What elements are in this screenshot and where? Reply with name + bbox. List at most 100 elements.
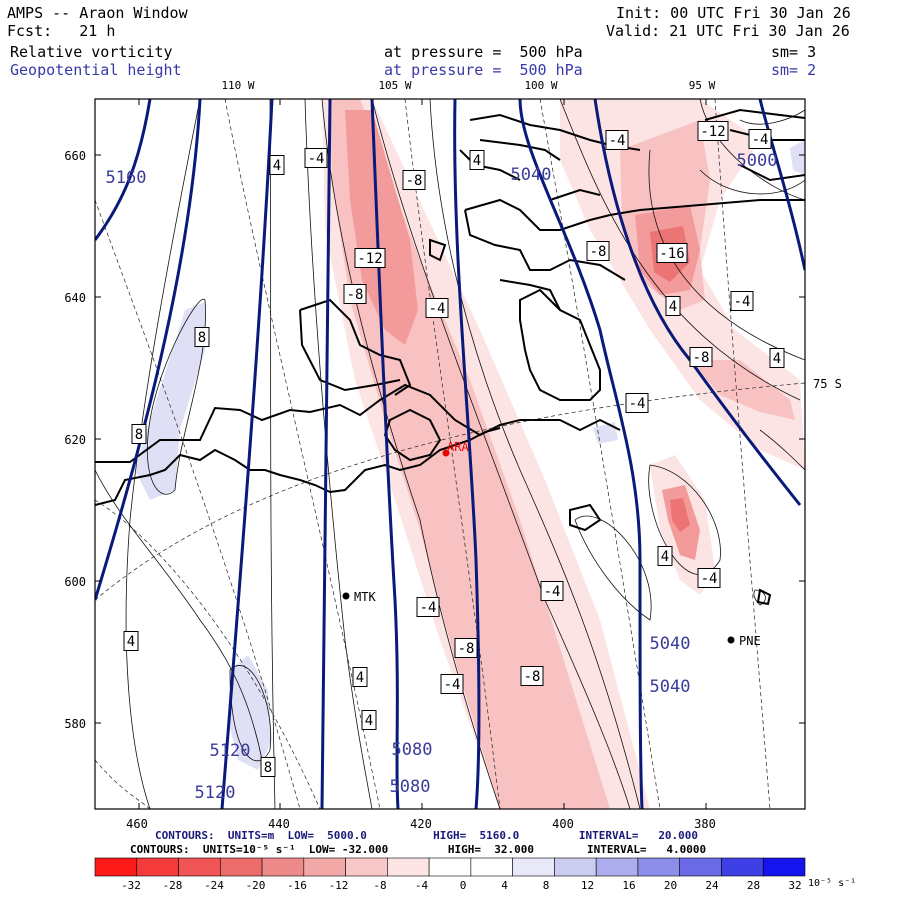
vorticity-label-box	[656, 243, 688, 263]
top-tick-label: 100 W	[524, 79, 557, 92]
colorbar-segment	[428, 857, 472, 877]
colorbar-label: -16	[287, 879, 307, 892]
vorticity-label: 4	[127, 634, 135, 650]
vorticity-label: -4	[544, 584, 561, 600]
height-contour-info: CONTOURS: UNITS=m LOW= 5000.0 HIGH= 5160…	[155, 829, 699, 842]
model-title: AMPS -- Araon Window	[7, 4, 188, 22]
colorbar-segment	[136, 857, 179, 877]
colorbar-unit: 10⁻⁵ s⁻¹	[808, 878, 856, 889]
vorticity-label-box	[343, 284, 367, 304]
neg-vort-se-core	[670, 498, 690, 532]
neg-vort-strong	[345, 110, 418, 345]
vorticity-label: 4	[773, 351, 781, 367]
vorticity-label: -8	[693, 350, 710, 366]
colorbar-label: -20	[246, 879, 266, 892]
top-tick-label: 110 W	[221, 79, 254, 92]
vorticity-label-box	[269, 155, 285, 175]
vorticity-label-box	[402, 170, 426, 190]
field2-smoothing: sm= 2	[771, 61, 817, 79]
left-tick-label: 580	[64, 717, 86, 731]
colorbar-segment	[303, 857, 346, 877]
vorticity-label: 8	[264, 760, 272, 776]
left-tick-label: 640	[64, 291, 86, 305]
vorticity-label-box	[586, 241, 610, 261]
colorbar-label: -12	[329, 879, 349, 892]
field1-smoothing: sm= 3	[771, 43, 817, 61]
height-label: 5040	[511, 165, 552, 185]
vorticity-label-box	[440, 674, 464, 694]
init-time: Init: 00 UTC Fri 30 Jan 26	[616, 4, 851, 22]
colorbar-segment	[219, 857, 263, 877]
height-label: 5000	[737, 151, 778, 171]
bottom-tick-label: 460	[126, 817, 148, 830]
vorticity-label-box	[657, 546, 673, 566]
colorbar-segment	[762, 857, 806, 877]
vorticity-label: -8	[524, 669, 541, 685]
vorticity-label: -12	[357, 251, 382, 267]
vorticity-label: -4	[701, 571, 718, 587]
vorticity-label-box	[131, 424, 147, 444]
vorticity-label: -4	[734, 294, 751, 310]
colorbar-segment	[345, 857, 388, 877]
vorticity-label: -8	[406, 173, 423, 189]
colorbar-label: -24	[204, 879, 224, 892]
colorbar-segment	[470, 857, 513, 877]
graticule	[95, 99, 805, 809]
colorbar-label: -8	[373, 879, 386, 892]
bottom-tick-label: 440	[268, 817, 290, 830]
station-mtk-marker	[342, 592, 350, 600]
height-label: 5120	[195, 783, 236, 803]
colorbar-segment	[721, 857, 764, 877]
vorticity-label-box	[304, 148, 328, 168]
colorbar-label: 8	[543, 879, 550, 892]
top-tick-label: 95 W	[689, 79, 716, 92]
vorticity-label: 4	[356, 670, 364, 686]
vorticity-contours	[95, 99, 805, 809]
bottom-tick-label: 400	[552, 817, 574, 830]
vorticity-label: -16	[659, 246, 684, 262]
colorbar-label: 20	[664, 879, 677, 892]
height-label: 5080	[392, 740, 433, 760]
height-label: 5080	[390, 777, 431, 797]
vorticity-label: -4	[308, 151, 325, 167]
vorticity-contour-info: CONTOURS: UNITS=10⁻⁵ s⁻¹ LOW= -32.000 HI…	[130, 843, 707, 856]
valid-time: Valid: 21 UTC Fri 30 Jan 26	[606, 22, 850, 40]
station-label: MTK	[354, 590, 376, 604]
vorticity-label: -8	[590, 244, 607, 260]
field2-name: Geopotential height	[10, 61, 182, 79]
height-label: 5160	[106, 168, 147, 188]
vorticity-label-box	[697, 568, 721, 588]
colorbar-label: 28	[747, 879, 760, 892]
vorticity-label: -4	[420, 600, 437, 616]
vorticity-label: -4	[609, 133, 626, 149]
colorbar-label: 24	[705, 879, 719, 892]
vorticity-label: 8	[198, 330, 206, 346]
colorbar-label: 0	[460, 879, 467, 892]
vorticity-label-box	[361, 710, 377, 730]
height-contours	[95, 99, 805, 809]
latitude-label: 75 S	[813, 377, 842, 391]
bottom-tick-label: 380	[694, 817, 716, 830]
vorticity-label: 4	[661, 549, 669, 565]
vorticity-label: 4	[669, 299, 677, 315]
axis-ticks	[95, 99, 805, 809]
colorbar-label: 4	[501, 879, 508, 892]
colorbar-label: 12	[581, 879, 594, 892]
forecast-hour: Fcst: 21 h	[7, 22, 116, 40]
vorticity-label: -4	[629, 396, 646, 412]
vorticity-label-box	[354, 248, 386, 268]
colorbar-segment	[94, 857, 138, 877]
vorticity-label: -8	[347, 287, 364, 303]
vorticity-label-box	[425, 298, 449, 318]
vorticity-label-box	[352, 667, 368, 687]
vorticity-label-box	[260, 757, 276, 777]
colorbar-segment	[261, 857, 305, 877]
colorbar-label: -28	[163, 879, 183, 892]
height-label: 5040	[650, 677, 691, 697]
vorticity-label: 4	[473, 153, 481, 169]
field2-pressure: at pressure = 500 hPa	[384, 61, 583, 79]
vorticity-label: 8	[135, 427, 143, 443]
stations	[342, 449, 735, 644]
colorbar-segment	[178, 857, 221, 877]
